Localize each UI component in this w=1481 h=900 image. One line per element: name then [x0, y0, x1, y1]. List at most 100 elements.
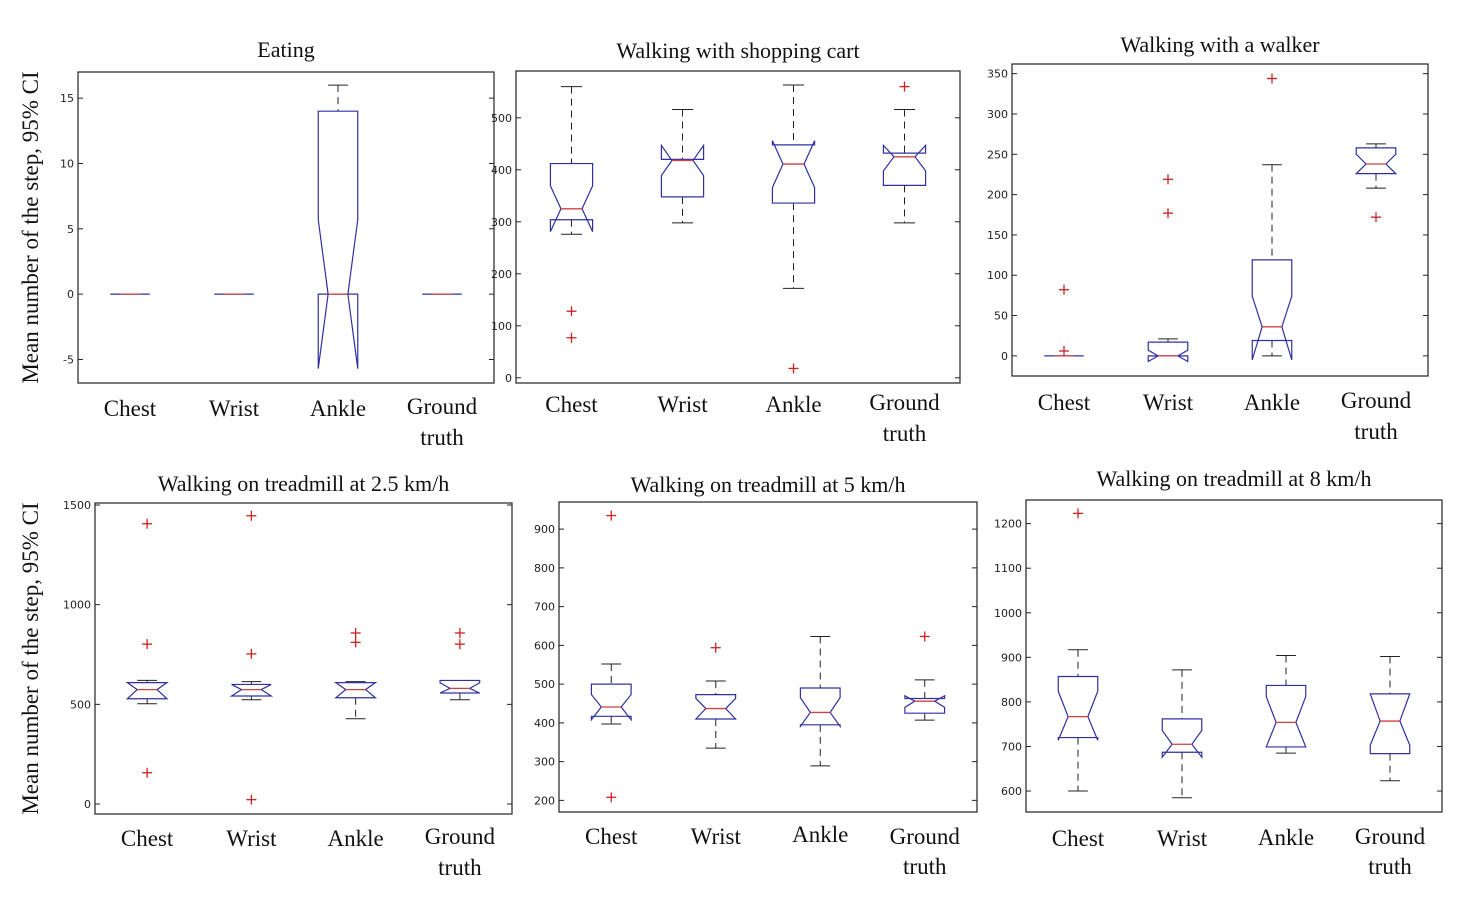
box-ankle: [771, 84, 816, 374]
outlier-point: [899, 81, 910, 92]
outlier-point: [142, 767, 153, 778]
box-chest: [590, 510, 632, 803]
outlier-point: [1059, 284, 1069, 295]
panel-4: Walking on treadmill at 2.5 km/h 0 500 1000…: [18, 471, 513, 880]
box-body: [904, 694, 946, 714]
y-tick-label: 900: [1001, 651, 1022, 664]
x-category-label: Wrist: [209, 396, 260, 421]
plot-frame: [515, 70, 961, 384]
box-wrist: [1161, 669, 1203, 799]
plot-frame: [558, 501, 978, 813]
y-tick-label: 1200: [994, 518, 1022, 531]
box-body: [771, 140, 816, 204]
y-tick-label: 10: [60, 157, 74, 170]
y-tick-label: 50: [994, 310, 1008, 323]
y-axis-label: Mean number of the step, 95% CI: [18, 71, 43, 383]
y-tick-label: 400: [534, 717, 555, 730]
x-category-label: Chest: [1052, 826, 1105, 851]
box-body: [1354, 147, 1398, 175]
box-body: [1265, 684, 1307, 748]
box-body: [125, 682, 169, 700]
box-body: [882, 143, 927, 186]
box-wrist: [229, 510, 274, 805]
chart-title: Walking with shopping cart: [616, 38, 859, 63]
box-body: [694, 693, 738, 720]
x-category-label: Ankle: [1258, 825, 1314, 850]
y-tick-label: 400: [491, 164, 512, 177]
box-wrist: [660, 108, 705, 224]
outlier-point: [919, 631, 930, 642]
outlier-point: [246, 648, 257, 659]
box-body: [1147, 341, 1189, 363]
x-category-label: Ground: [425, 824, 496, 849]
x-category-label: Chest: [585, 824, 638, 849]
outlier-point: [1073, 508, 1083, 519]
chart-title: Walking on treadmill at 8 km/h: [1096, 466, 1371, 491]
outlier-point: [454, 639, 465, 650]
panel-1: Eating -5 0 5 10 15 Chest Wrist Ankle Ground truth…: [18, 37, 495, 450]
x-category-label: Ground: [869, 390, 940, 415]
y-tick-label: 800: [1001, 696, 1022, 709]
y-tick-label: 600: [1001, 785, 1022, 798]
y-tick-label: 500: [70, 698, 91, 711]
y-tick-label: 600: [534, 639, 555, 652]
x-category-label-line2: truth: [1368, 854, 1412, 879]
x-category-label: Ankle: [792, 822, 848, 847]
y-tick-label: 1100: [994, 562, 1022, 575]
panel-5: Walking on treadmill at 5 km/h 200 300 400 5…: [534, 472, 978, 879]
box-ankle: [1251, 73, 1293, 361]
box-body: [1161, 718, 1203, 759]
y-tick-label: 0: [67, 288, 74, 301]
box-body: [660, 143, 705, 198]
outlier-point: [606, 792, 617, 803]
y-tick-label: 0: [84, 798, 91, 811]
y-tick-label: 700: [534, 601, 555, 614]
outlier-point: [1371, 212, 1381, 223]
plot-frame: [94, 502, 513, 815]
box-ankle: [1265, 655, 1307, 754]
x-category-label: Chest: [1038, 390, 1091, 415]
panel-3: Walking with a walker 0 50 100 150 200 250 300 3…: [987, 32, 1429, 444]
outlier-point: [142, 518, 153, 529]
outlier-point: [246, 510, 257, 521]
box-ground-truth: [1369, 655, 1411, 782]
x-category-label: Chest: [104, 396, 157, 421]
box-ground-truth: [1354, 143, 1398, 223]
box-ankle: [799, 635, 841, 767]
y-tick-label: 250: [987, 148, 1008, 161]
x-category-label-line2: truth: [903, 854, 947, 879]
plot-frame: [1011, 63, 1429, 377]
y-tick-label: 900: [534, 523, 555, 536]
box-ground-truth: [904, 631, 946, 721]
outlier-point: [1267, 73, 1277, 84]
box-body: [590, 683, 632, 722]
y-tick-label: 500: [534, 678, 555, 691]
x-category-label-line2: truth: [420, 425, 464, 450]
outlier-point: [606, 510, 617, 521]
y-tick-label: 350: [987, 68, 1008, 81]
y-tick-label: 150: [987, 229, 1008, 242]
plot-frame: [1025, 499, 1443, 813]
x-category-label: Ground: [407, 394, 478, 419]
plot-frame: [77, 71, 495, 384]
outlier-point: [246, 794, 257, 805]
x-category-label-line2: truth: [438, 855, 482, 880]
y-tick-label: -5: [63, 353, 74, 366]
y-tick-label: 5: [67, 223, 74, 236]
box-body: [1057, 675, 1099, 741]
box-body: [317, 110, 359, 369]
chart-title: Eating: [257, 37, 314, 62]
y-tick-label: 300: [534, 756, 555, 769]
y-tick-label: 15: [60, 92, 74, 105]
y-tick-label: 0: [1001, 350, 1008, 363]
box-chest: [1044, 284, 1084, 357]
x-category-label: Ground: [890, 824, 961, 849]
outlier-point: [1163, 174, 1173, 185]
x-category-label: Wrist: [657, 392, 708, 417]
outlier-point: [566, 332, 577, 343]
outlier-point: [350, 637, 361, 648]
y-tick-label: 300: [491, 216, 512, 229]
box-wrist: [1147, 174, 1189, 363]
box-body: [1251, 259, 1293, 361]
x-category-label: Ankle: [1244, 390, 1300, 415]
